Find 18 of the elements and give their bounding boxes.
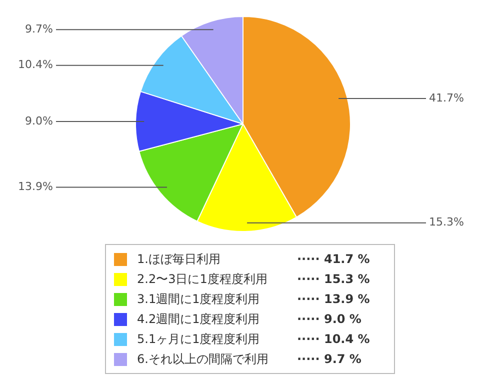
data-label: 41.7%	[429, 91, 464, 104]
text: ····· 9.7 %	[297, 352, 362, 366]
text: ····· 13.9 %	[297, 292, 370, 306]
data-label: 15.3%	[429, 216, 464, 229]
data-label: 9.0%	[25, 114, 53, 128]
text: ····· 41.7 %	[297, 252, 370, 266]
text: ····· 15.3 %	[297, 272, 370, 286]
legend-label: 5.1ヶ月に1度程度利用	[137, 330, 261, 348]
data-label: 10.4%	[18, 58, 53, 72]
legend-label: 3.1週間に1度程度利用	[137, 290, 261, 308]
legend-label: 4.2週間に1度程度利用	[137, 310, 261, 328]
legend-label: 1.ほぼ毎日利用	[137, 250, 222, 268]
data-label: 13.9%	[18, 180, 53, 194]
legend-label: 2.2〜3日に1度程度利用	[137, 270, 268, 288]
text: ····· 9.0 %	[297, 312, 362, 326]
legend-label: 6.それ以上の間隔で利用	[137, 350, 270, 368]
data-label: 9.7%	[25, 22, 53, 36]
text: ····· 10.4 %	[297, 332, 370, 346]
